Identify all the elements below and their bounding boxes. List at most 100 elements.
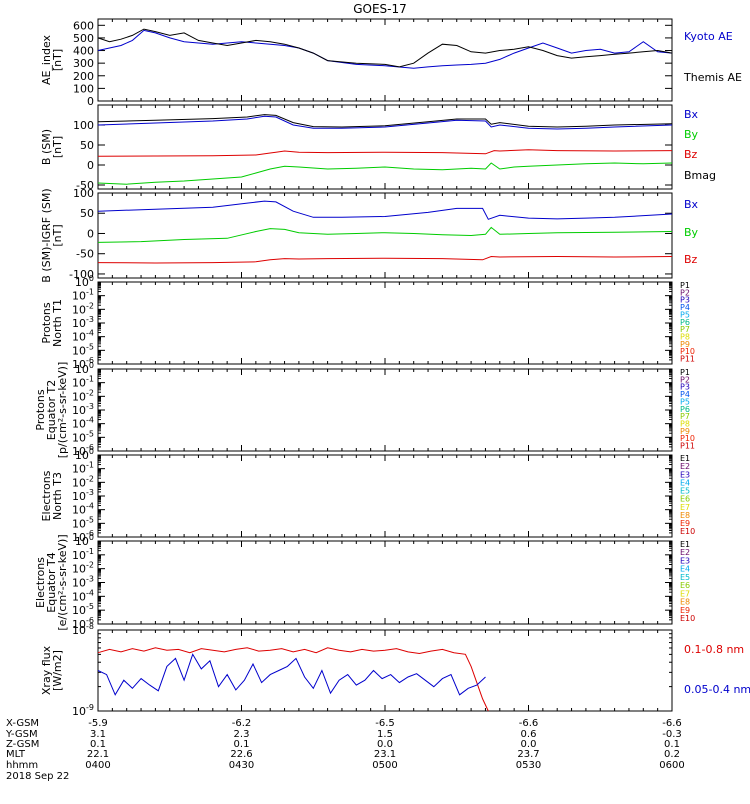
y-tick-label: 10-4 [72,588,94,603]
y-tick-label: 10-2 [72,474,94,489]
y-tick-label: -50 [76,248,94,261]
y-tick-label: 10-4 [72,502,94,517]
y-axis-label: [nT] [51,224,64,246]
legend-entry: E4 [680,565,690,574]
legend-entry: 0.1-0.8 nm [684,643,744,656]
y-tick-label: 600 [73,19,94,32]
legend-entry: E9 [680,606,690,615]
legend-entry: E1 [680,454,690,463]
y-axis-label: [nT] [51,136,64,158]
legend-entry: P9 [680,340,690,349]
y-tick-label: 300 [73,57,94,70]
legend-entry: E10 [680,614,695,623]
legend-entry: P11 [680,442,695,451]
y-tick-label: 10-3 [72,315,94,330]
y-axis-label: B (SM)-IGRF (SM) [40,188,53,282]
x-tick-label: 0.6 [521,729,537,740]
y-axis-label: North T3 [51,472,64,520]
legend-entry: Bz [684,253,698,266]
y-tick-label: 10-1 [72,288,94,303]
y-tick-label: 10-8 [72,622,94,637]
panel-frame [97,454,673,538]
legend-entry: P5 [680,397,690,406]
legend-entry: Bx [684,108,699,121]
panel-bsmigrf: -100 -50 0 50 100 B (SM)-IGRF (SM)[nT] Bx By Bz [40,187,699,283]
x-tick-label: 22.6 [230,749,252,760]
legend-entry: E4 [680,478,690,487]
x-tick-label: 0500 [372,760,397,771]
x-tick-label: 0400 [85,760,110,771]
x-tick-label: 0.1 [90,739,106,750]
x-tick-label: -6.6 [662,718,682,729]
series-line-bz [97,255,673,264]
legend-entry: By [684,128,699,141]
y-tick-label: 0 [87,95,94,108]
series-line-0-05-0-4-nm [97,653,486,696]
y-tick-label: 10-5 [72,515,94,530]
y-tick-label: 10-6 [72,356,94,371]
y-axis-label: AE_index [40,34,53,85]
y-tick-label: 10-1 [72,375,94,390]
legend-entry: P4 [680,390,690,399]
legend-entry: P1 [680,368,690,377]
y-tick-label: 10-6 [72,529,94,544]
y-axis-label: Equator T2 [45,380,58,440]
legend-entry: P10 [680,434,695,443]
y-tick-label: 100 [73,82,94,95]
x-tick-label: 0.0 [377,739,393,750]
y-tick-label: 100 [75,361,94,376]
x-tick-label: -5.9 [88,718,108,729]
legend-entry: P4 [680,303,690,312]
series-line-kyoto-ae [97,29,673,69]
y-tick-label: 100 [73,119,94,132]
y-tick-label: 100 [73,187,94,200]
y-tick-label: 100 [75,274,94,289]
legend-entry: P8 [680,333,690,342]
x-tick-label: -6.5 [375,718,395,729]
y-tick-label: 10-5 [72,429,94,444]
y-axis-label: Equator T4 [45,552,58,612]
y-tick-label: 10-5 [72,342,94,357]
y-tick-label: 10-4 [72,329,94,344]
x-tick-label: 23.1 [374,749,396,760]
y-tick-label: 10-3 [72,402,94,417]
legend-entry: Bmag [684,169,716,182]
panel-frame [97,368,673,452]
legend-entry: E6 [680,581,690,590]
y-tick-label: 50 [80,139,94,152]
panel-frame [97,629,673,712]
legend-entry: P7 [680,412,690,421]
panel-frame [97,281,673,365]
legend-entry: P11 [680,355,695,364]
y-tick-label: 10-2 [72,388,94,403]
y-axis-label: [W/m2] [51,650,64,691]
legend-entry: By [684,226,699,239]
y-tick-label: 10-1 [72,461,94,476]
x-row-label: MLT [6,749,26,760]
legend-entry: E3 [680,470,690,479]
x-tick-label: -6.6 [519,718,539,729]
y-tick-label: 400 [73,45,94,58]
x-row-label: X-GSM [6,718,39,729]
y-tick-label: 10-2 [72,301,94,316]
y-tick-label: 10-3 [72,488,94,503]
x-row-label: Y-GSM [5,729,38,740]
y-tick-label: 200 [73,70,94,83]
y-axis-label: Electrons [40,470,53,521]
legend-entry: P3 [680,383,690,392]
legend-entry: E8 [680,511,690,520]
y-tick-label: 0 [87,159,94,172]
y-tick-label: 0 [87,227,94,240]
x-row-label: Z-GSM [6,739,39,750]
chart-title: GOES-17 [353,2,407,16]
x-tick-label: 0530 [516,760,541,771]
x-row-label: hhmm [6,760,38,771]
y-axis-label: [p/(cm²-s-sr-keV)] [56,362,69,459]
x-tick-label: 23.7 [517,749,539,760]
series-line-themis-ae [97,28,673,68]
legend-entry: E9 [680,519,690,528]
